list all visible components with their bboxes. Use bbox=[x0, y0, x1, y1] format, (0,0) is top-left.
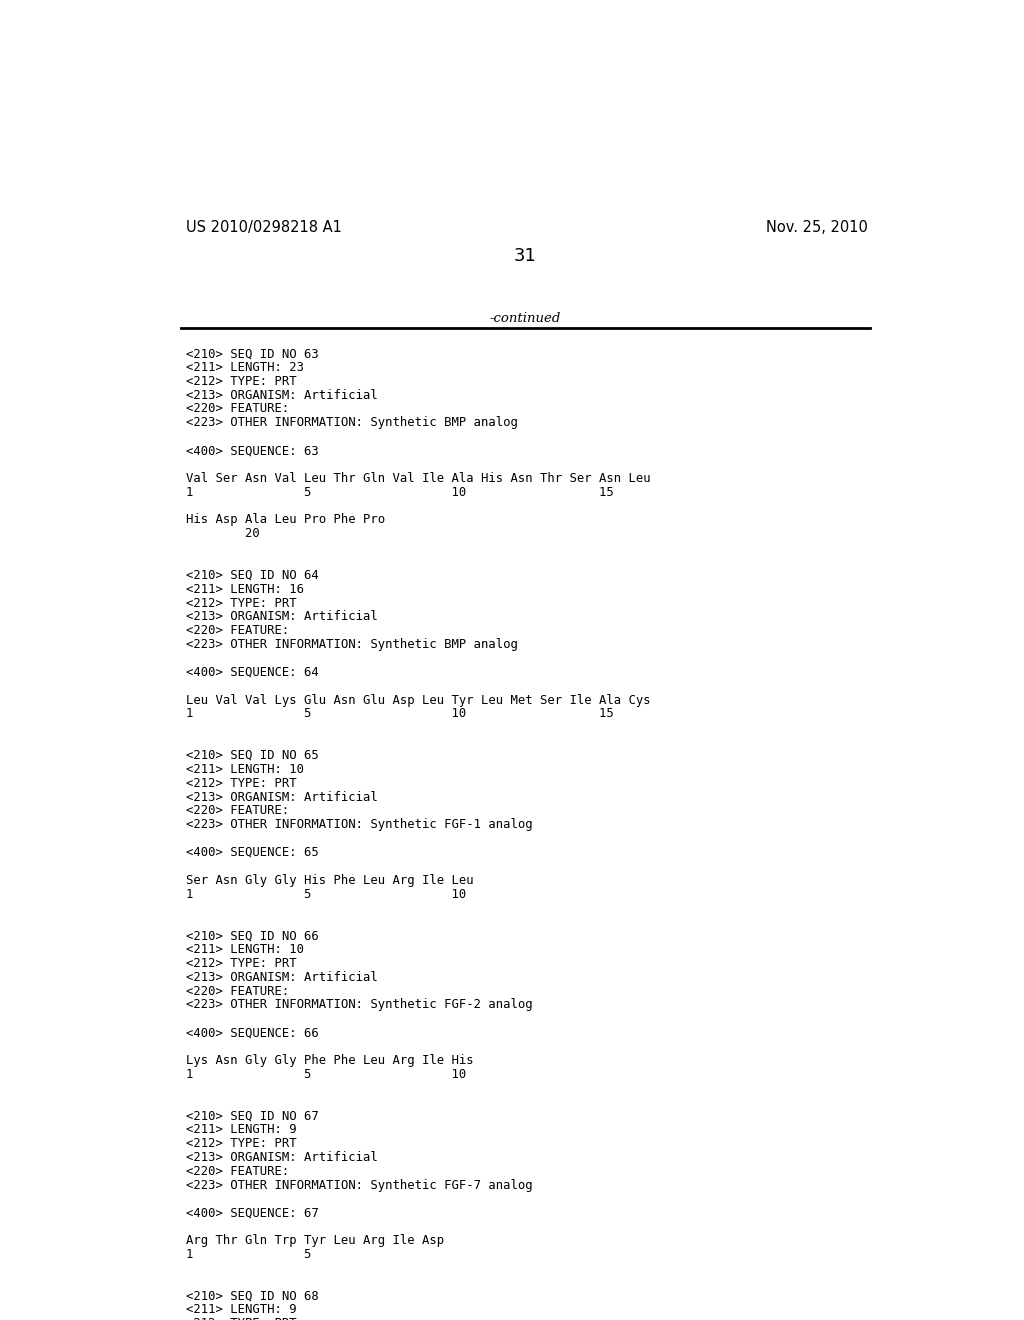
Text: <210> SEQ ID NO 63: <210> SEQ ID NO 63 bbox=[186, 347, 318, 360]
Text: 1               5                   10                  15: 1 5 10 15 bbox=[186, 486, 613, 499]
Text: <220> FEATURE:: <220> FEATURE: bbox=[186, 403, 290, 416]
Text: <211> LENGTH: 23: <211> LENGTH: 23 bbox=[186, 360, 304, 374]
Text: <211> LENGTH: 10: <211> LENGTH: 10 bbox=[186, 942, 304, 956]
Text: <210> SEQ ID NO 67: <210> SEQ ID NO 67 bbox=[186, 1109, 318, 1122]
Text: <211> LENGTH: 10: <211> LENGTH: 10 bbox=[186, 763, 304, 776]
Text: <212> TYPE: PRT: <212> TYPE: PRT bbox=[186, 1317, 297, 1320]
Text: <213> ORGANISM: Artificial: <213> ORGANISM: Artificial bbox=[186, 970, 378, 983]
Text: <210> SEQ ID NO 64: <210> SEQ ID NO 64 bbox=[186, 569, 318, 582]
Text: <223> OTHER INFORMATION: Synthetic FGF-1 analog: <223> OTHER INFORMATION: Synthetic FGF-1… bbox=[186, 818, 532, 832]
Text: <220> FEATURE:: <220> FEATURE: bbox=[186, 804, 290, 817]
Text: Arg Thr Gln Trp Tyr Leu Arg Ile Asp: Arg Thr Gln Trp Tyr Leu Arg Ile Asp bbox=[186, 1234, 444, 1247]
Text: 31: 31 bbox=[513, 247, 537, 265]
Text: Ser Asn Gly Gly His Phe Leu Arg Ile Leu: Ser Asn Gly Gly His Phe Leu Arg Ile Leu bbox=[186, 874, 474, 887]
Text: <210> SEQ ID NO 68: <210> SEQ ID NO 68 bbox=[186, 1290, 318, 1303]
Text: <400> SEQUENCE: 67: <400> SEQUENCE: 67 bbox=[186, 1206, 318, 1220]
Text: <211> LENGTH: 9: <211> LENGTH: 9 bbox=[186, 1303, 297, 1316]
Text: -continued: -continued bbox=[489, 313, 560, 326]
Text: 1               5                   10                  15: 1 5 10 15 bbox=[186, 708, 613, 721]
Text: US 2010/0298218 A1: US 2010/0298218 A1 bbox=[186, 220, 342, 235]
Text: 1               5: 1 5 bbox=[186, 1247, 311, 1261]
Text: <213> ORGANISM: Artificial: <213> ORGANISM: Artificial bbox=[186, 388, 378, 401]
Text: <220> FEATURE:: <220> FEATURE: bbox=[186, 624, 290, 638]
Text: <212> TYPE: PRT: <212> TYPE: PRT bbox=[186, 1137, 297, 1150]
Text: <400> SEQUENCE: 63: <400> SEQUENCE: 63 bbox=[186, 444, 318, 457]
Text: 20: 20 bbox=[186, 527, 260, 540]
Text: <223> OTHER INFORMATION: Synthetic BMP analog: <223> OTHER INFORMATION: Synthetic BMP a… bbox=[186, 416, 518, 429]
Text: 1               5                   10: 1 5 10 bbox=[186, 887, 466, 900]
Text: His Asp Ala Leu Pro Phe Pro: His Asp Ala Leu Pro Phe Pro bbox=[186, 513, 385, 527]
Text: <210> SEQ ID NO 66: <210> SEQ ID NO 66 bbox=[186, 929, 318, 942]
Text: Val Ser Asn Val Leu Thr Gln Val Ile Ala His Asn Thr Ser Asn Leu: Val Ser Asn Val Leu Thr Gln Val Ile Ala … bbox=[186, 471, 650, 484]
Text: Lys Asn Gly Gly Phe Phe Leu Arg Ile His: Lys Asn Gly Gly Phe Phe Leu Arg Ile His bbox=[186, 1053, 474, 1067]
Text: <212> TYPE: PRT: <212> TYPE: PRT bbox=[186, 776, 297, 789]
Text: Leu Val Val Lys Glu Asn Glu Asp Leu Tyr Leu Met Ser Ile Ala Cys: Leu Val Val Lys Glu Asn Glu Asp Leu Tyr … bbox=[186, 693, 650, 706]
Text: <213> ORGANISM: Artificial: <213> ORGANISM: Artificial bbox=[186, 791, 378, 804]
Text: Nov. 25, 2010: Nov. 25, 2010 bbox=[766, 220, 868, 235]
Text: <213> ORGANISM: Artificial: <213> ORGANISM: Artificial bbox=[186, 1151, 378, 1164]
Text: <213> ORGANISM: Artificial: <213> ORGANISM: Artificial bbox=[186, 610, 378, 623]
Text: <400> SEQUENCE: 66: <400> SEQUENCE: 66 bbox=[186, 1026, 318, 1039]
Text: <223> OTHER INFORMATION: Synthetic BMP analog: <223> OTHER INFORMATION: Synthetic BMP a… bbox=[186, 638, 518, 651]
Text: <210> SEQ ID NO 65: <210> SEQ ID NO 65 bbox=[186, 748, 318, 762]
Text: <211> LENGTH: 16: <211> LENGTH: 16 bbox=[186, 582, 304, 595]
Text: <212> TYPE: PRT: <212> TYPE: PRT bbox=[186, 597, 297, 610]
Text: 1               5                   10: 1 5 10 bbox=[186, 1068, 466, 1081]
Text: <220> FEATURE:: <220> FEATURE: bbox=[186, 1164, 290, 1177]
Text: <212> TYPE: PRT: <212> TYPE: PRT bbox=[186, 375, 297, 388]
Text: <223> OTHER INFORMATION: Synthetic FGF-2 analog: <223> OTHER INFORMATION: Synthetic FGF-2… bbox=[186, 998, 532, 1011]
Text: <220> FEATURE:: <220> FEATURE: bbox=[186, 985, 290, 998]
Text: <223> OTHER INFORMATION: Synthetic FGF-7 analog: <223> OTHER INFORMATION: Synthetic FGF-7… bbox=[186, 1179, 532, 1192]
Text: <211> LENGTH: 9: <211> LENGTH: 9 bbox=[186, 1123, 297, 1137]
Text: <400> SEQUENCE: 64: <400> SEQUENCE: 64 bbox=[186, 665, 318, 678]
Text: <212> TYPE: PRT: <212> TYPE: PRT bbox=[186, 957, 297, 970]
Text: <400> SEQUENCE: 65: <400> SEQUENCE: 65 bbox=[186, 846, 318, 859]
